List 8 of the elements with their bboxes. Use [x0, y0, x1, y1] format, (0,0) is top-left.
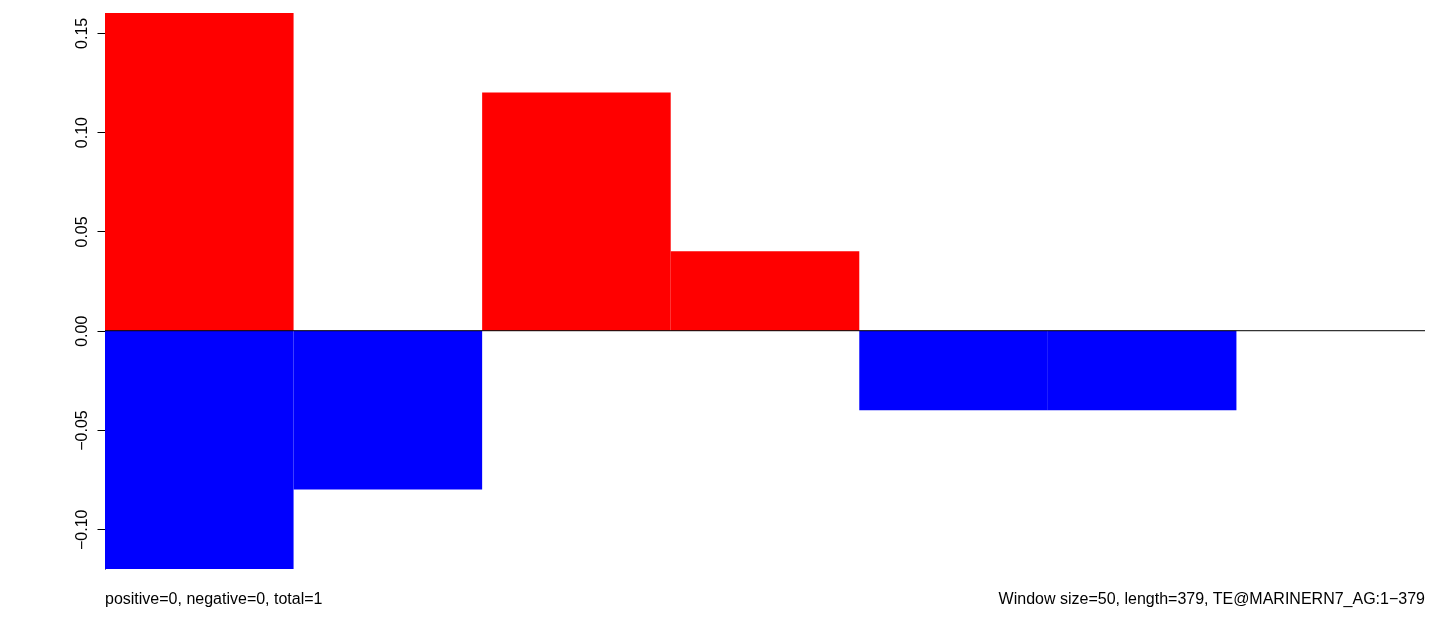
text: Window size=50, length=379, TE@MARINERN7_AG:1−379: [998, 590, 1426, 608]
y-tick-label: 0.15: [72, 17, 90, 49]
y-tick-label: 0.00: [72, 315, 90, 347]
y-tick-label: −0.05: [72, 410, 90, 451]
y-tick-label: 0.10: [72, 116, 90, 149]
text: positive=0, negative=0, total=1: [105, 590, 323, 607]
y-tick-label: −0.10: [72, 509, 90, 551]
y-tick-label: 0.05: [72, 216, 90, 248]
